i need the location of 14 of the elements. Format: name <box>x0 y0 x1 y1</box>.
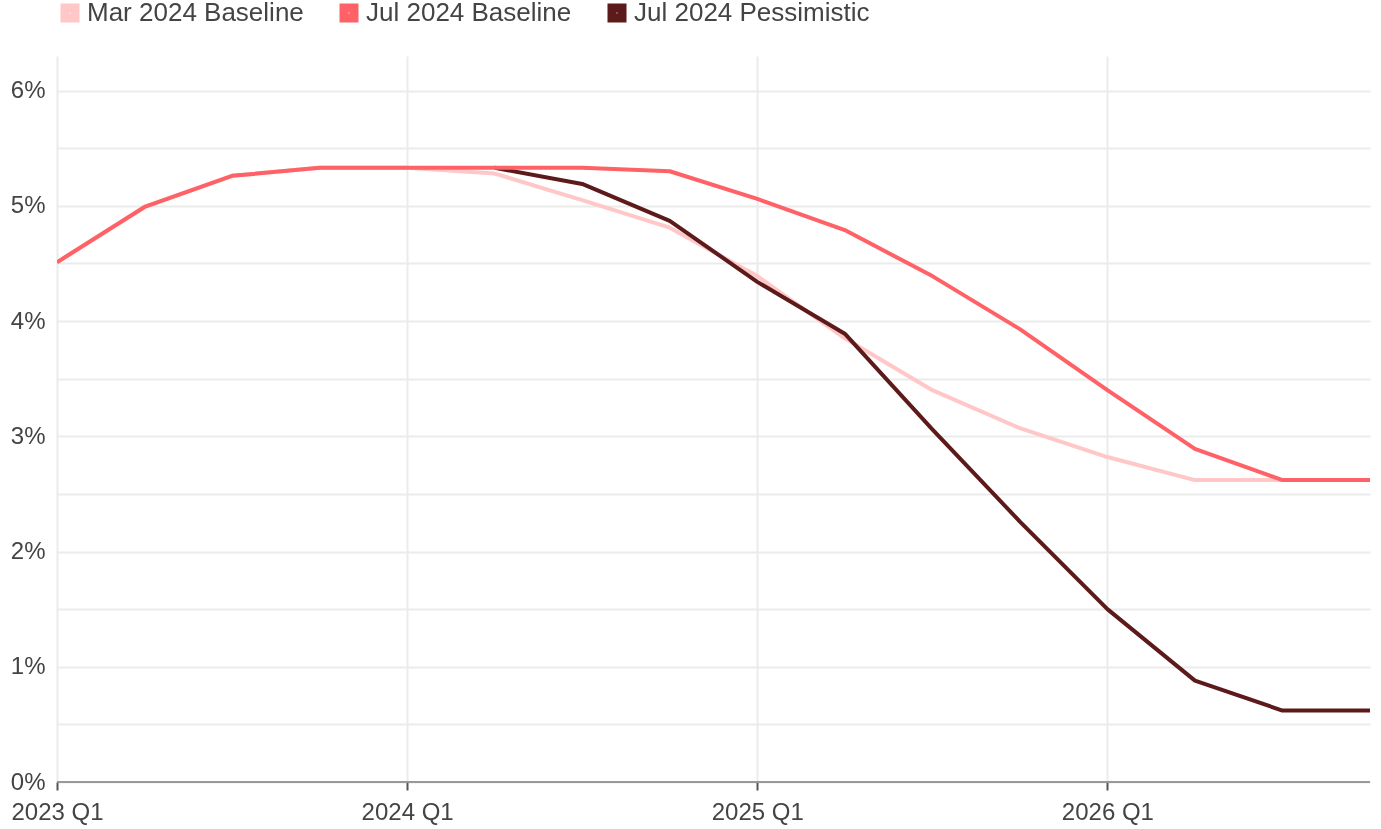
legend-label: Jul 2024 Pessimistic <box>634 0 870 27</box>
y-tick-label: 2% <box>10 537 46 565</box>
y-tick-label: 0% <box>10 767 46 795</box>
x-tick-label: 2023 Q1 <box>11 797 104 825</box>
legend-label: Jul 2024 Baseline <box>366 0 572 27</box>
y-tick-label: 5% <box>10 191 46 219</box>
x-tick-label: 2024 Q1 <box>361 797 454 825</box>
y-tick-label: 4% <box>10 306 46 334</box>
y-tick-label: 3% <box>10 421 46 449</box>
x-tick-label: 2025 Q1 <box>711 797 804 825</box>
y-tick-label: 1% <box>10 652 46 680</box>
legend-label: Mar 2024 Baseline <box>87 0 304 27</box>
x-tick-label: 2026 Q1 <box>1061 797 1154 825</box>
y-tick-label: 6% <box>10 76 46 104</box>
